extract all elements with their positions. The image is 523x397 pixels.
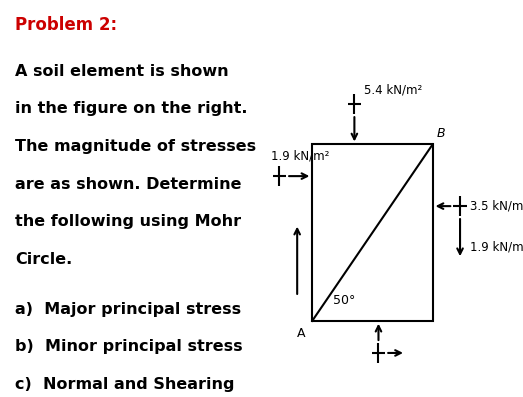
Text: b)  Minor principal stress: b) Minor principal stress [15, 339, 243, 355]
Bar [312, 145, 433, 321]
Text: the following using Mohr: the following using Mohr [15, 214, 241, 229]
Text: A: A [297, 327, 305, 340]
Text: 3.5 kN/m²: 3.5 kN/m² [470, 200, 523, 213]
Text: B: B [437, 127, 446, 140]
Text: The magnitude of stresses: The magnitude of stresses [15, 139, 256, 154]
Text: in the figure on the right.: in the figure on the right. [15, 101, 247, 116]
Text: are as shown. Determine: are as shown. Determine [15, 177, 242, 192]
Text: 5.4 kN/m²: 5.4 kN/m² [364, 84, 422, 97]
Text: 50°: 50° [333, 294, 355, 307]
Text: Circle.: Circle. [15, 252, 72, 267]
Text: a)  Major principal stress: a) Major principal stress [15, 302, 241, 317]
Text: 1.9 kN/m²: 1.9 kN/m² [271, 149, 329, 162]
Text: A soil element is shown: A soil element is shown [15, 64, 229, 79]
Text: 1.9 kN/m²: 1.9 kN/m² [470, 241, 523, 254]
Text: Problem 2:: Problem 2: [15, 16, 117, 34]
Text: c)  Normal and Shearing: c) Normal and Shearing [15, 377, 234, 392]
